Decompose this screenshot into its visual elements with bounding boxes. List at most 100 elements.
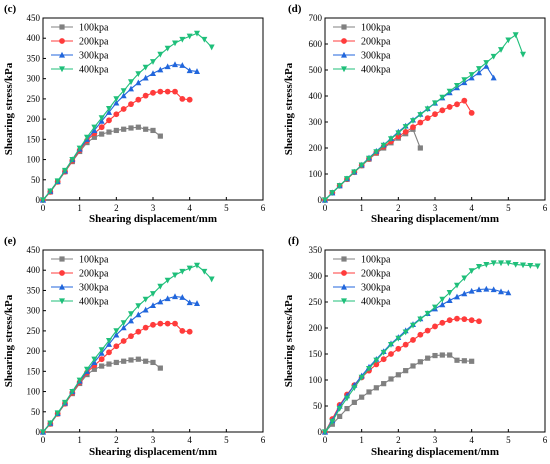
chart-panel-2: 0 1 2 3 4 5 6 0 100 200 300 400 500 600 700 (d) Shearing… [283,3,548,225]
data-point [534,263,541,270]
data-point [380,142,387,149]
data-point [417,331,424,338]
legend-marker [59,270,65,276]
data-point [468,110,475,116]
panel-label: (f) [288,235,299,247]
data-point [329,419,336,425]
legend-marker [341,51,347,58]
data-point [366,155,372,162]
data-point [498,47,504,53]
data-point [403,368,409,374]
legend-marker [59,66,65,73]
data-point [128,357,134,363]
data-point [461,290,468,297]
data-point [461,97,468,104]
data-point [520,51,526,58]
data-point [351,385,358,391]
data-point [106,117,112,124]
data-point [113,96,120,103]
x-tick-label: 5 [506,203,511,213]
data-point [476,286,482,293]
y-tick-label: 150 [309,349,323,359]
y-tick-label: 350 [27,285,41,295]
legend-marker [59,283,65,290]
data-point [76,145,83,152]
panel-label: (c) [4,3,17,15]
data-point [432,304,438,311]
y-tick-label: 150 [27,134,41,144]
legend-label: 400kpa [361,65,391,76]
data-point [432,100,438,107]
data-point [164,277,171,284]
data-point [344,176,350,182]
data-point [439,352,445,358]
data-point [128,79,134,86]
data-point [468,72,475,78]
data-point [505,37,512,44]
y-axis-label: Shearing stress/kPa [283,294,295,387]
data-point [373,357,380,364]
data-point [113,343,120,350]
data-point [454,282,460,289]
data-point [439,94,446,101]
series-line [42,323,190,433]
x-tick-label: 4 [187,435,192,445]
data-point [194,30,200,37]
data-point [483,261,490,268]
series-200kpa [322,97,475,203]
data-point [336,406,343,412]
legend-label: 300kpa [79,51,109,62]
series-200kpa [40,88,193,203]
plot-frame [42,17,264,201]
series-line [42,126,161,201]
data-point [150,127,156,134]
data-point [142,64,149,71]
x-tick-label: 2 [396,203,401,213]
legend-marker [341,66,347,73]
data-point [179,327,186,334]
x-axis-label: Shearing displacement/mm [371,446,499,458]
data-point [461,358,467,364]
data-point [120,92,127,99]
data-point [106,109,112,115]
data-point [476,69,482,76]
series-300kpa [40,61,200,203]
series-line [42,91,190,201]
data-point [179,294,186,300]
data-point [351,169,358,176]
data-point [113,359,119,366]
data-point [439,319,446,326]
data-point [381,381,387,387]
y-tick-label: 300 [309,117,323,127]
data-point [143,126,149,132]
data-point [446,290,453,296]
data-point [432,111,438,118]
x-axis-label: Shearing displacement/mm [89,446,217,458]
data-point [395,335,402,342]
data-point [91,356,98,363]
legend: 100kpa 200kpa 300kpa 400kpa [333,23,391,76]
y-tick-label: 400 [27,33,41,43]
data-point [106,129,112,135]
data-point [432,352,438,359]
data-point [135,356,141,362]
series-300kpa [322,285,512,435]
data-point [201,36,208,43]
data-point [186,67,193,74]
x-tick-label: 6 [543,435,548,445]
data-point [520,262,526,269]
data-point [454,293,460,300]
data-point [512,32,519,39]
data-point [186,33,193,40]
data-point [113,331,120,338]
data-point [120,320,127,326]
legend: 100kpa 200kpa 300kpa 400kpa [51,23,109,76]
data-point [417,316,424,323]
data-point [358,162,365,169]
data-point [135,303,142,310]
y-tick-label: 250 [27,94,41,104]
data-point [150,359,156,366]
x-tick-label: 2 [114,435,119,445]
y-tick-label: 400 [309,91,323,101]
